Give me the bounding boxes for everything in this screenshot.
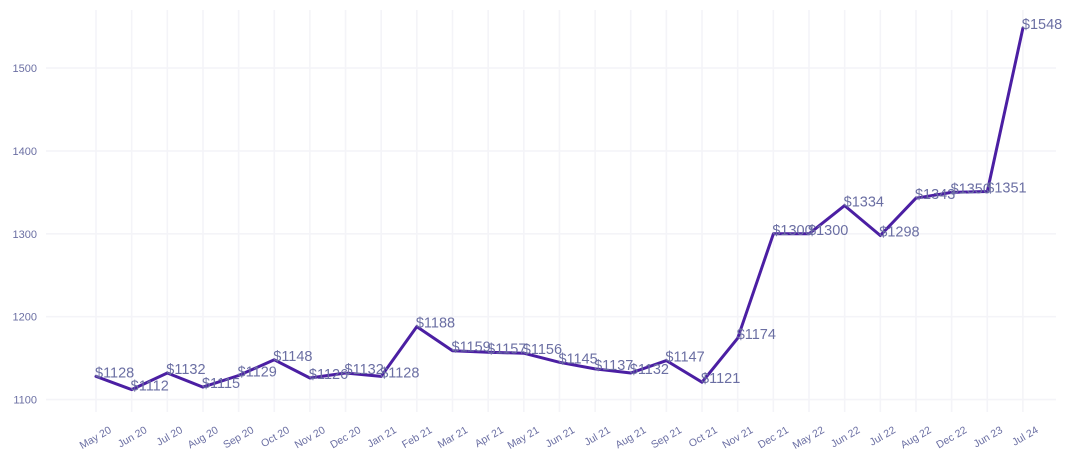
data-label: $1128 [380, 365, 419, 381]
x-tick-label: Oct 21 [687, 424, 720, 450]
data-label: $1132 [166, 362, 205, 378]
data-label: $1548 [1022, 17, 1062, 33]
data-label: $1121 [701, 371, 740, 387]
x-gridlines [95, 10, 1024, 412]
y-tick-label: 1500 [13, 63, 37, 75]
y-tick-label: 1100 [13, 395, 37, 407]
x-tick-label: Nov 20 [293, 424, 328, 451]
series-line [94, 26, 1025, 392]
x-tick-label: Dec 22 [934, 424, 969, 451]
x-tick-label: Mar 21 [436, 424, 470, 451]
data-label: $1145 [558, 351, 597, 367]
x-tick-label: Aug 21 [613, 424, 648, 451]
x-tick-label: May 21 [505, 424, 541, 452]
data-label: $1300 [808, 223, 848, 239]
data-label: $1148 [273, 349, 312, 365]
data-label: $1132 [345, 362, 384, 378]
x-tick-label: Jul 24 [1010, 424, 1040, 448]
data-label: $1350 [951, 181, 991, 197]
x-tick-label: Dec 21 [756, 424, 791, 451]
data-label: $1132 [630, 362, 669, 378]
data-label: $1188 [416, 316, 455, 332]
data-label: $1174 [737, 327, 776, 343]
x-tick-label: Jul 20 [155, 424, 185, 448]
x-tick-label: Sep 21 [649, 424, 684, 451]
data-label: $1343 [915, 187, 955, 203]
x-tick-label: Dec 20 [328, 424, 363, 451]
data-label: $1128 [95, 365, 134, 381]
x-tick-label: Jun 21 [544, 424, 577, 450]
y-axis-ticks: 1100 1200 1300 1400 1500 [13, 63, 37, 407]
data-label: $1112 [131, 379, 169, 395]
x-tick-label: Apr 21 [473, 424, 506, 450]
y-tick-label: 1400 [13, 146, 37, 158]
data-labels: $1128$1112$1132$1115$1129$1148$1126$1132… [95, 17, 1062, 394]
x-tick-label: Sep 20 [221, 424, 256, 451]
y-gridlines [46, 67, 1056, 401]
x-tick-label: Jan 21 [365, 424, 398, 450]
x-tick-label: Aug 20 [186, 424, 221, 451]
data-label: $1159 [452, 340, 491, 356]
x-tick-label: Jun 22 [829, 424, 862, 450]
x-axis-ticks: May 20 Jun 20 Jul 20 Aug 20 Sep 20 Oct 20 Nov … [78, 424, 1041, 452]
x-tick-label: Aug 22 [899, 424, 934, 451]
x-tick-label: May 20 [78, 424, 114, 452]
x-tick-label: Jun 23 [971, 424, 1004, 450]
data-label: $1351 [986, 181, 1026, 197]
data-label: $1137 [594, 358, 633, 374]
data-label: $1334 [844, 195, 884, 211]
x-tick-label: Jul 21 [582, 424, 612, 448]
x-tick-label: Nov 21 [720, 424, 755, 451]
data-label: $1156 [523, 342, 562, 358]
x-tick-label: May 22 [791, 424, 827, 452]
series-group [94, 26, 1025, 392]
data-label: $1115 [202, 376, 240, 392]
x-tick-label: Jul 22 [868, 424, 898, 448]
data-label: $1157 [487, 341, 526, 357]
x-tick-label: Jun 20 [116, 424, 149, 450]
data-label: $1147 [665, 350, 704, 366]
data-label: $1300 [772, 223, 812, 239]
x-tick-label: Oct 20 [259, 424, 292, 450]
x-tick-label: Feb 21 [400, 424, 434, 451]
data-label: $1129 [238, 365, 277, 381]
data-label: $1126 [309, 367, 348, 383]
y-tick-label: 1300 [13, 229, 37, 241]
y-tick-label: 1200 [13, 312, 37, 324]
data-label: $1298 [879, 224, 919, 240]
